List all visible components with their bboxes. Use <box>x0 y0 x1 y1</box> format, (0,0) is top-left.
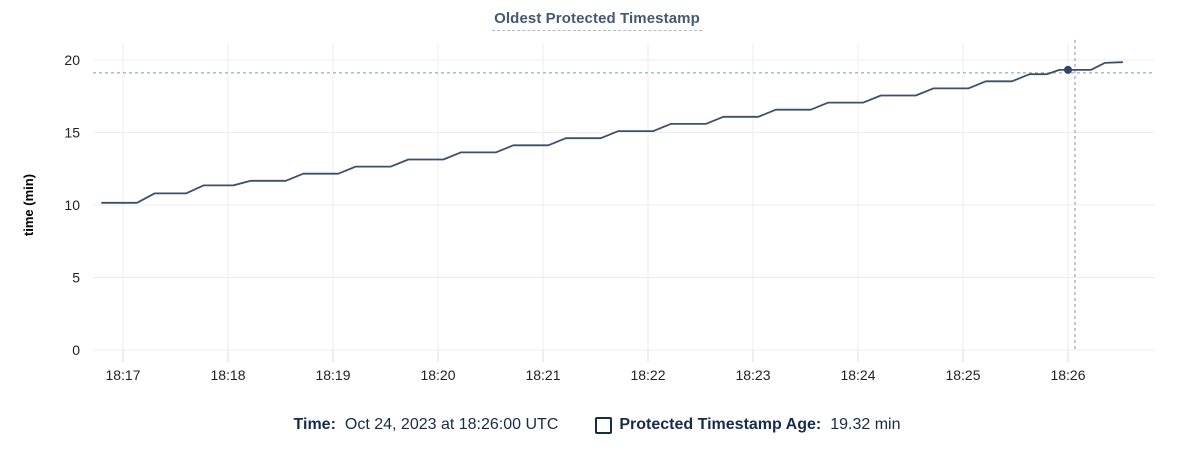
series-label[interactable]: Protected Timestamp Age: <box>619 416 822 433</box>
x-tick-label: 18:18 <box>210 367 245 383</box>
x-tick-label: 18:19 <box>315 367 350 383</box>
series-legend-group: Protected Timestamp Age: 19.32 min <box>595 414 900 436</box>
x-tick-label: 18:24 <box>840 367 875 383</box>
line-chart[interactable]: 0 5 10 15 20 18:17 18:18 18:19 18:20 18:21 18:22 18… <box>0 30 1194 398</box>
axis-ticks <box>122 350 1069 362</box>
y-tick-label: 0 <box>72 342 80 358</box>
series-layer <box>101 61 1124 204</box>
hover-legend-bar: Time: Oct 24, 2023 at 18:26:00 UTC Prote… <box>0 414 1194 436</box>
x-tick-label: 18:26 <box>1050 367 1085 383</box>
x-tick-label: 18:21 <box>525 367 560 383</box>
series-checkbox[interactable] <box>595 416 613 434</box>
y-tick-label: 20 <box>64 52 80 68</box>
y-tick-label: 10 <box>64 197 80 213</box>
chart-title[interactable]: Oldest Protected Timestamp <box>492 10 702 31</box>
y-tick-label: 5 <box>72 270 80 286</box>
chart-title-row: Oldest Protected Timestamp <box>0 10 1194 31</box>
hover-time-group: Time: Oct 24, 2023 at 18:26:00 UTC <box>294 414 559 436</box>
x-tick-label: 18:17 <box>105 367 140 383</box>
y-tick-label: 15 <box>64 125 80 141</box>
hover-time-value: Oct 24, 2023 at 18:26:00 UTC <box>344 416 559 433</box>
series-value: 19.32 min <box>830 416 901 433</box>
gridlines <box>93 44 1155 351</box>
x-tick-label: 18:23 <box>735 367 770 383</box>
x-tick-label: 18:22 <box>630 367 665 383</box>
y-axis-label: time (min) <box>21 174 36 236</box>
axis-tick-labels: 0 5 10 15 20 18:17 18:18 18:19 18:20 18:21 18:22 18… <box>64 52 1085 383</box>
x-tick-label: 18:20 <box>420 367 455 383</box>
x-tick-label: 18:25 <box>945 367 980 383</box>
hover-point <box>1064 65 1072 74</box>
hover-time-label: Time: <box>293 416 336 433</box>
series-line <box>101 61 1124 204</box>
hover-crosshair <box>93 40 1155 350</box>
